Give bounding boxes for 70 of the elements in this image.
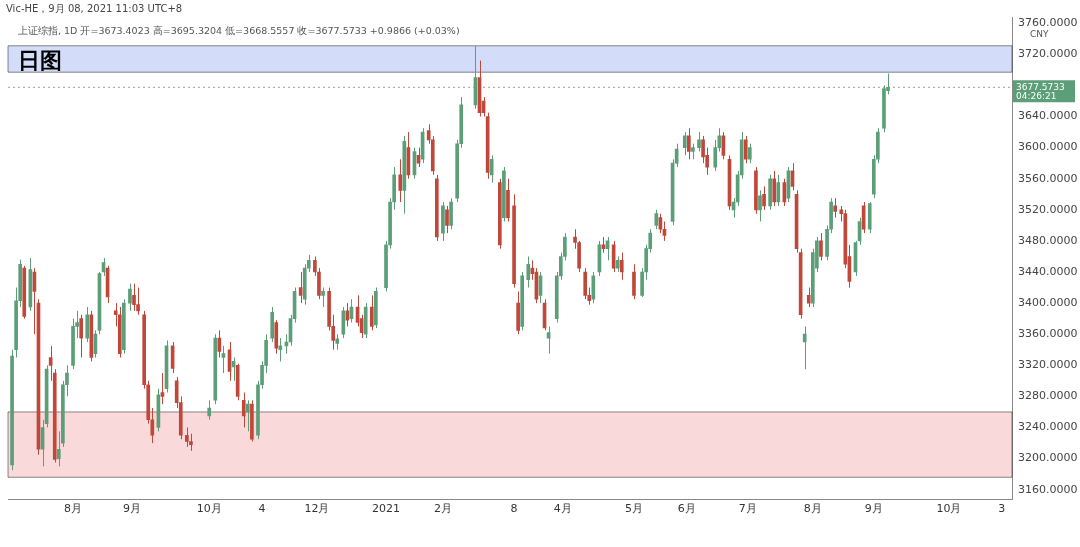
text: 日图 — [18, 47, 62, 75]
x-tick-label: 10月 — [936, 502, 962, 516]
y-tick-label: 3320.0000 — [1018, 358, 1078, 372]
candlestick — [583, 267, 588, 300]
y-tick-label: 3360.0000 — [1018, 327, 1078, 341]
x-tick-label: 8月 — [803, 502, 822, 516]
candlestick — [701, 135, 705, 164]
x-tick-label: 9月 — [864, 502, 883, 516]
text: CNY — [1030, 29, 1049, 39]
x-tick-label: 10月 — [196, 502, 222, 516]
candlestick — [449, 197, 453, 230]
text: 上证综指, 1D 开=3673.4023 高=3695.3204 低=3668.5557 收=3677.5733 +0.9866 (+0.03%) — [18, 25, 460, 38]
candlestick — [682, 131, 687, 156]
x-tick-label: 9月 — [122, 502, 141, 516]
y-tick-label: 3600.0000 — [1018, 140, 1078, 154]
candlestick — [132, 283, 136, 312]
candlestick — [245, 399, 250, 432]
y-tick-label: 3560.0000 — [1018, 171, 1078, 185]
candlestick — [526, 255, 531, 289]
x-tick-label: 7月 — [738, 502, 757, 516]
y-tick-label: 3400.0000 — [1018, 295, 1078, 309]
candlestick — [632, 263, 636, 300]
candlestick — [85, 306, 90, 343]
candlestick — [128, 283, 132, 312]
y-tick-label: 3760.0000 — [1018, 16, 1078, 30]
candlestick — [185, 427, 189, 448]
candlestick — [207, 399, 212, 421]
x-tick-label: 4月 — [553, 502, 572, 516]
text: Vic-HE，9月 08, 2021 11:03 UTC+8 — [6, 2, 183, 16]
candlestick — [747, 143, 752, 164]
x-tick-label: 5月 — [624, 502, 643, 516]
y-tick-label: 3720.0000 — [1018, 47, 1078, 61]
x-tick-label: 6月 — [677, 502, 696, 516]
x-tick-label: 3 — [998, 502, 1006, 516]
x-tick-label: 2月 — [433, 502, 452, 516]
candlestick — [806, 287, 811, 308]
y-tick-label: 3240.0000 — [1018, 420, 1078, 434]
x-tick-label: 12月 — [304, 502, 330, 516]
y-tick-label: 3640.0000 — [1018, 109, 1078, 123]
candlestick — [79, 314, 83, 359]
candlestick — [762, 185, 766, 211]
candlestick — [776, 174, 781, 207]
candlestick — [136, 287, 140, 316]
x-tick-label: 4 — [258, 502, 266, 516]
candlestick — [697, 131, 701, 152]
text: 04:26:21 — [1016, 90, 1057, 101]
candlestick — [802, 325, 807, 370]
candlestick — [743, 135, 748, 164]
y-tick-label: 3520.0000 — [1018, 202, 1078, 216]
x-tick-label: 8 — [510, 502, 518, 516]
y-tick-label: 3200.0000 — [1018, 451, 1078, 465]
y-tick-label: 3280.0000 — [1018, 389, 1078, 403]
candlestick — [772, 170, 777, 207]
candlestick — [398, 158, 403, 203]
x-tick-label: 8月 — [64, 502, 83, 516]
candlestick — [713, 139, 718, 172]
ref-line-label: 3677.5733 — [1016, 81, 1065, 92]
candlestick — [241, 392, 246, 428]
y-tick-label: 3440.0000 — [1018, 264, 1078, 278]
candlestick — [489, 154, 494, 184]
candlestick — [758, 189, 762, 222]
candlestick — [445, 205, 449, 234]
x-tick-label: 2021 — [372, 502, 401, 516]
candlestick — [819, 232, 823, 261]
candlestick — [687, 127, 691, 160]
candlestick — [369, 294, 374, 331]
candlestick — [321, 287, 325, 308]
y-tick-label: 3160.0000 — [1018, 482, 1078, 496]
y-tick-label: 3480.0000 — [1018, 233, 1078, 247]
candlestick — [833, 197, 838, 219]
